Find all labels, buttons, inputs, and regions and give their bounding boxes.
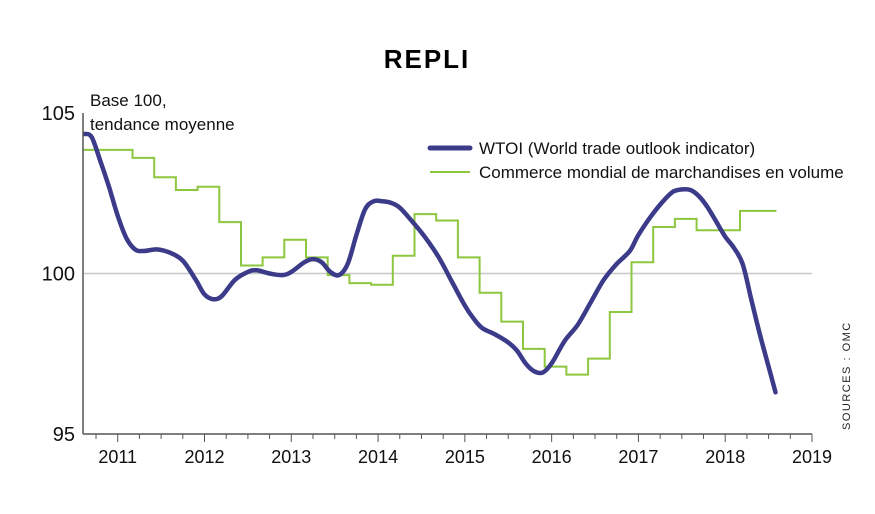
chart-title: REPLI xyxy=(384,44,471,74)
legend-label-wtoi: WTOI (World trade outlook indicator) xyxy=(479,139,755,158)
base-note-line-1: Base 100, xyxy=(90,91,167,110)
x-tick-label: 2012 xyxy=(184,447,224,467)
x-tick-label: 2015 xyxy=(445,447,485,467)
x-tick-label: 2017 xyxy=(618,447,658,467)
x-axis-ticks: 2011 2012 2013 2014 2015 2016 2017 2018 2019 xyxy=(95,434,832,467)
x-tick-label: 2014 xyxy=(358,447,398,467)
y-tick-label: 100 xyxy=(42,264,75,286)
x-tick-label: 2019 xyxy=(792,447,832,467)
x-tick-label: 2011 xyxy=(98,447,137,467)
x-tick-label: 2013 xyxy=(271,447,311,467)
legend-label-commerce: Commerce mondial de marchandises en volu… xyxy=(479,163,844,182)
legend: WTOI (World trade outlook indicator) Com… xyxy=(427,139,844,182)
y-axis-ticks: 95 100 105 xyxy=(42,103,75,446)
series-line-commerce xyxy=(83,148,777,376)
x-tick-label: 2016 xyxy=(532,447,572,467)
series-layer xyxy=(82,131,778,395)
source-note: SOURCES : OMC xyxy=(841,321,853,430)
series-line-wtoi xyxy=(82,131,778,395)
x-tick-label: 2018 xyxy=(705,447,745,467)
y-tick-label: 95 xyxy=(53,424,75,446)
base-note-line-2: tendance moyenne xyxy=(90,115,235,134)
y-tick-label: 105 xyxy=(42,103,75,125)
